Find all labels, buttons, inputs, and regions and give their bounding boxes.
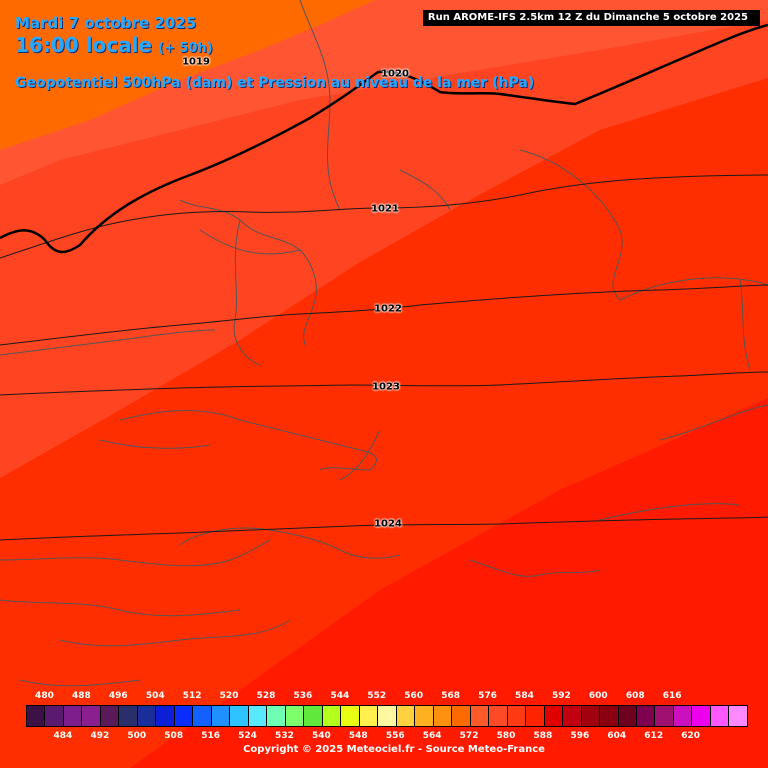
run-info: Run AROME-IFS 2.5km 12 Z du Dimanche 5 o… xyxy=(422,10,760,26)
isobar-label-1022: 1022 xyxy=(374,303,402,315)
legend-swatch xyxy=(285,706,305,726)
legend-swatch xyxy=(507,706,527,726)
legend-swatch xyxy=(415,706,434,726)
legend-swatch xyxy=(193,706,212,726)
legend-swatch xyxy=(489,706,508,726)
isobar-label-1020: 1020 xyxy=(381,68,409,80)
legend-swatch xyxy=(729,706,747,726)
legend-swatch xyxy=(341,706,360,726)
legend-label-bottom: 548 xyxy=(348,731,368,741)
legend-label-bottom: 492 xyxy=(90,731,110,741)
legend-swatch xyxy=(581,706,601,726)
color-legend xyxy=(26,705,748,727)
legend-swatch xyxy=(248,706,268,726)
legend-label-top: 576 xyxy=(478,691,497,701)
legend-swatch xyxy=(452,706,471,726)
legend-label-bottom: 524 xyxy=(238,731,257,741)
legend-label-bottom: 620 xyxy=(681,731,701,741)
legend-label-bottom: 540 xyxy=(311,731,331,741)
legend-label-bottom: 588 xyxy=(533,731,553,741)
legend-swatch xyxy=(470,706,490,726)
legend-swatch xyxy=(673,706,693,726)
legend-label-top: 584 xyxy=(515,691,534,701)
legend-label-bottom: 596 xyxy=(570,731,590,741)
legend-swatch xyxy=(563,706,582,726)
legend-label-bottom: 580 xyxy=(496,731,516,741)
isobar-label-1021: 1021 xyxy=(371,203,399,215)
legend-label-top: 552 xyxy=(367,691,387,701)
legend-label-top: 528 xyxy=(256,691,276,701)
legend-swatch xyxy=(230,706,249,726)
legend-label-bottom: 604 xyxy=(607,731,627,741)
legend-swatch xyxy=(82,706,101,726)
legend-label-top: 608 xyxy=(625,691,645,701)
legend-swatch xyxy=(526,706,545,726)
legend-label-top: 496 xyxy=(108,691,128,701)
isobar-label-1019: 1019 xyxy=(182,56,210,68)
isobar-label-1023: 1023 xyxy=(372,381,400,393)
legend-label-top: 560 xyxy=(404,691,424,701)
legend-swatch xyxy=(655,706,674,726)
legend-swatch xyxy=(267,706,286,726)
isobar-1020-line xyxy=(0,23,768,254)
legend-label-bottom: 572 xyxy=(459,731,479,741)
isobar-1023-line xyxy=(0,371,768,396)
legend-label-bottom: 500 xyxy=(127,731,147,741)
isobar-1021-line xyxy=(0,174,768,259)
legend-label-top: 520 xyxy=(219,691,239,701)
legend-label-top: 592 xyxy=(551,691,571,701)
legend-swatch xyxy=(27,706,46,726)
legend-swatch xyxy=(636,706,656,726)
legend-swatch xyxy=(137,706,157,726)
legend-swatch xyxy=(211,706,231,726)
forecast-date: Mardi 7 octobre 2025 xyxy=(15,14,197,32)
copyright-notice: Copyright © 2025 Meteociel.fr - Source M… xyxy=(243,744,545,755)
isobar-label-1024: 1024 xyxy=(374,518,402,530)
forecast-time: 16:00 locale (+ 50h) xyxy=(15,33,213,57)
legend-label-bottom: 564 xyxy=(422,731,442,741)
legend-swatch xyxy=(119,706,138,726)
legend-swatch xyxy=(396,706,416,726)
legend-label-top: 504 xyxy=(145,691,165,701)
legend-label-top: 568 xyxy=(441,691,461,701)
legend-swatch xyxy=(359,706,379,726)
isobar-1024-line xyxy=(0,516,768,541)
band-564 xyxy=(0,0,375,150)
legend-label-bottom: 612 xyxy=(644,731,664,741)
legend-swatch xyxy=(174,706,194,726)
legend-swatch xyxy=(304,706,323,726)
legend-label-top: 600 xyxy=(588,691,608,701)
legend-swatch xyxy=(63,706,83,726)
legend-label-top: 544 xyxy=(330,691,350,701)
legend-label-bottom: 532 xyxy=(275,731,294,741)
legend-swatch xyxy=(433,706,453,726)
legend-swatch xyxy=(322,706,342,726)
legend-swatch xyxy=(618,706,637,726)
legend-swatch xyxy=(45,706,64,726)
legend-label-bottom: 556 xyxy=(385,731,405,741)
legend-swatch xyxy=(710,706,730,726)
legend-label-top: 480 xyxy=(35,691,54,701)
legend-label-top: 536 xyxy=(293,691,313,701)
legend-label-top: 512 xyxy=(182,691,202,701)
isobar-1022-line xyxy=(0,284,768,346)
lead-time: (+ 50h) xyxy=(158,41,213,56)
forecast-time-label: 16:00 locale xyxy=(15,33,152,57)
legend-swatch xyxy=(378,706,397,726)
legend-swatch xyxy=(156,706,175,726)
legend-label-bottom: 484 xyxy=(53,731,73,741)
legend-label-bottom: 516 xyxy=(201,731,221,741)
legend-label-top: 488 xyxy=(71,691,91,701)
legend-swatch xyxy=(100,706,120,726)
legend-swatch xyxy=(544,706,564,726)
legend-label-bottom: 508 xyxy=(164,731,184,741)
field-title: Geopotentiel 500hPa (dam) et Pression au… xyxy=(15,75,535,91)
legend-label-top: 616 xyxy=(662,691,682,701)
legend-swatch xyxy=(600,706,619,726)
legend-swatch xyxy=(692,706,711,726)
